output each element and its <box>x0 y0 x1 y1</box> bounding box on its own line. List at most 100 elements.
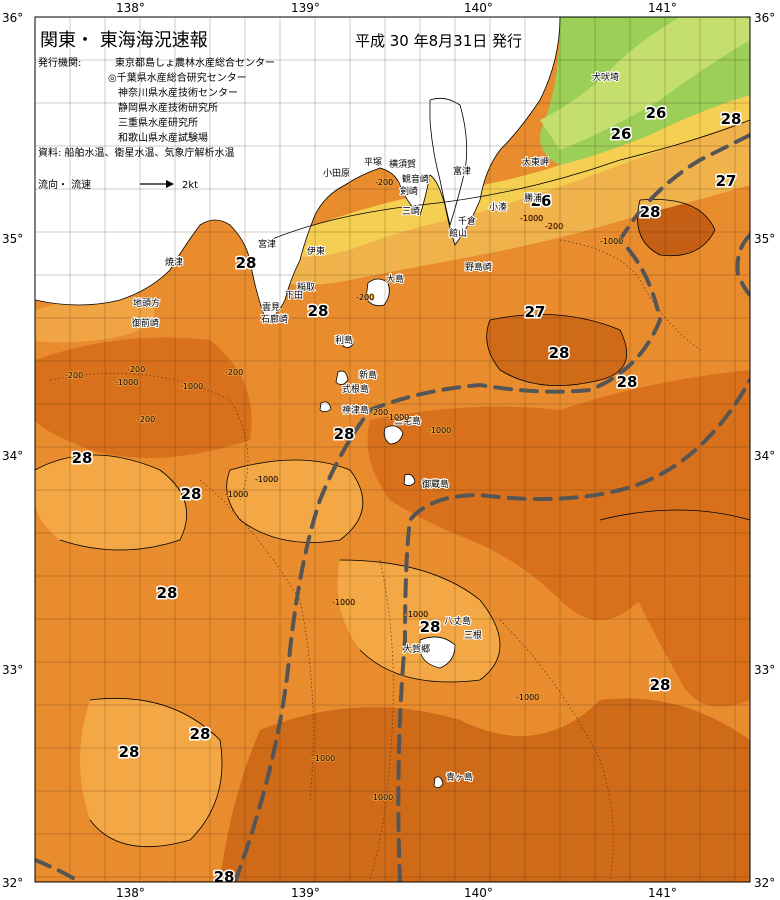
issuer-item: ◎千葉県水産総合研究センター <box>108 71 247 84</box>
green-band <box>540 17 750 150</box>
isotherm-line <box>35 454 187 551</box>
warm-region <box>486 314 627 386</box>
place-name: 館山 <box>449 227 467 239</box>
place-name: 大賀郷 <box>403 643 430 655</box>
depth-label: -1000 <box>405 610 428 619</box>
land-boso <box>429 97 468 227</box>
place-name: 新島 <box>359 369 377 381</box>
depth-label: -1000 <box>312 754 335 763</box>
place-name: 横須賀 <box>389 158 416 170</box>
depth-label: -200 <box>370 408 388 417</box>
depth-label: -200 <box>225 368 243 377</box>
land-island <box>342 338 354 348</box>
cool-region <box>226 460 363 543</box>
bathymetry-line <box>369 559 394 881</box>
place-name: 利島 <box>335 334 353 346</box>
place-name: 小湊 <box>489 201 507 213</box>
isotherm-temp-label: 28 <box>190 725 211 743</box>
isotherm-line <box>637 199 716 257</box>
lon-label-bottom: 140° <box>464 886 493 900</box>
place-name: 御蔵島 <box>422 478 449 490</box>
depth-label: -1000 <box>115 378 138 387</box>
isotherm-temp-label: 26 <box>646 104 667 122</box>
place-name: 富津 <box>453 165 471 177</box>
depth-label: -200 <box>356 293 374 302</box>
isotherm-temp-label: 28 <box>72 449 93 467</box>
isotherm-line <box>339 559 501 683</box>
isotherm-temp-label: 28 <box>617 373 638 391</box>
place-name: 三崎 <box>402 205 420 217</box>
issue-date: 平成 30 年8月31日 発行 <box>355 32 522 50</box>
depth-label: -200 <box>65 371 83 380</box>
place-name: 三宅島 <box>394 415 421 427</box>
lat-label-right: 34° <box>754 449 775 463</box>
place-name: 千倉 <box>458 215 476 227</box>
depth-label: -1000 <box>370 793 393 802</box>
lat-label-right: 36° <box>754 11 775 25</box>
place-name: 石廊崎 <box>261 313 288 325</box>
place-name: 伊東 <box>307 245 325 257</box>
isotherm-temp-label: 28 <box>549 344 570 362</box>
place-name: 小田原 <box>323 168 350 179</box>
place-name: 宮津 <box>258 238 276 250</box>
isotherm-temp-label: 28 <box>640 203 661 221</box>
depth-label: -1000 <box>225 490 248 499</box>
data-sources: 資料: 船舶水温、衛星水温、気象庁解析水温 <box>38 146 235 159</box>
current-line <box>35 858 82 882</box>
place-name: 式根島 <box>342 383 369 395</box>
place-name: 青ヶ島 <box>446 771 473 783</box>
isotherm-line <box>226 459 364 543</box>
depth-labels: -200-200-1000-200-1000-200-1000-1000-200… <box>64 177 624 803</box>
land-island <box>383 425 404 445</box>
place-name: 雲見 <box>262 302 280 313</box>
depth-label: -200 <box>127 365 145 374</box>
isotherm-line <box>486 314 628 387</box>
place-name: 剣崎 <box>400 185 418 197</box>
isotherm-temp-label: 28 <box>214 868 235 886</box>
cool-region <box>35 455 187 550</box>
lat-label-left: 36° <box>2 11 23 25</box>
cool-region <box>35 296 155 343</box>
depth-label: -1000 <box>332 598 355 607</box>
place-name: 平塚 <box>364 157 382 168</box>
depth-label: -1000 <box>255 475 278 484</box>
lon-label-bottom: 141° <box>648 886 677 900</box>
isotherm-temp-label: 28 <box>721 110 742 128</box>
depth-label: -200 <box>545 222 563 231</box>
kuroshio-axis <box>35 133 750 882</box>
bathymetry-line <box>499 619 614 881</box>
lon-label-bottom: 138° <box>116 886 145 900</box>
lat-label-left: 33° <box>2 663 23 677</box>
isotherm-temp-label: 26 <box>611 125 632 143</box>
cool-region <box>337 560 500 682</box>
lat-label-left: 32° <box>2 876 23 890</box>
current-legend-label: 流向・ 流速 <box>38 178 91 191</box>
isotherm-lines <box>35 119 750 848</box>
depth-label: -200 <box>375 178 393 187</box>
lon-label-top: 141° <box>648 1 677 15</box>
isotherm-temp-label: 28 <box>119 743 140 761</box>
bathymetry-lines <box>49 239 701 881</box>
arrow-head-icon <box>166 180 174 188</box>
bathymetry-line <box>199 479 314 801</box>
place-name: 焼津 <box>165 257 183 268</box>
warm-region <box>637 199 715 256</box>
bathymetry-line <box>49 373 249 501</box>
depth-label: -1000 <box>520 214 543 223</box>
place-name: 太東岬 <box>522 156 549 168</box>
current-line <box>233 133 750 882</box>
issuer-item: 三重県水産研究所 <box>118 116 198 129</box>
place-name: 野島崎 <box>465 261 492 273</box>
map-border <box>34 16 751 883</box>
depth-label: -200 <box>137 415 155 424</box>
isotherm-line <box>599 509 750 521</box>
land-island <box>419 636 456 669</box>
cool-region <box>80 698 222 847</box>
warm-region <box>220 698 750 882</box>
isotherm-line <box>89 697 223 848</box>
land-island <box>433 776 444 788</box>
lat-label-right: 33° <box>754 663 775 677</box>
place-name: 犬吠埼 <box>592 71 619 83</box>
